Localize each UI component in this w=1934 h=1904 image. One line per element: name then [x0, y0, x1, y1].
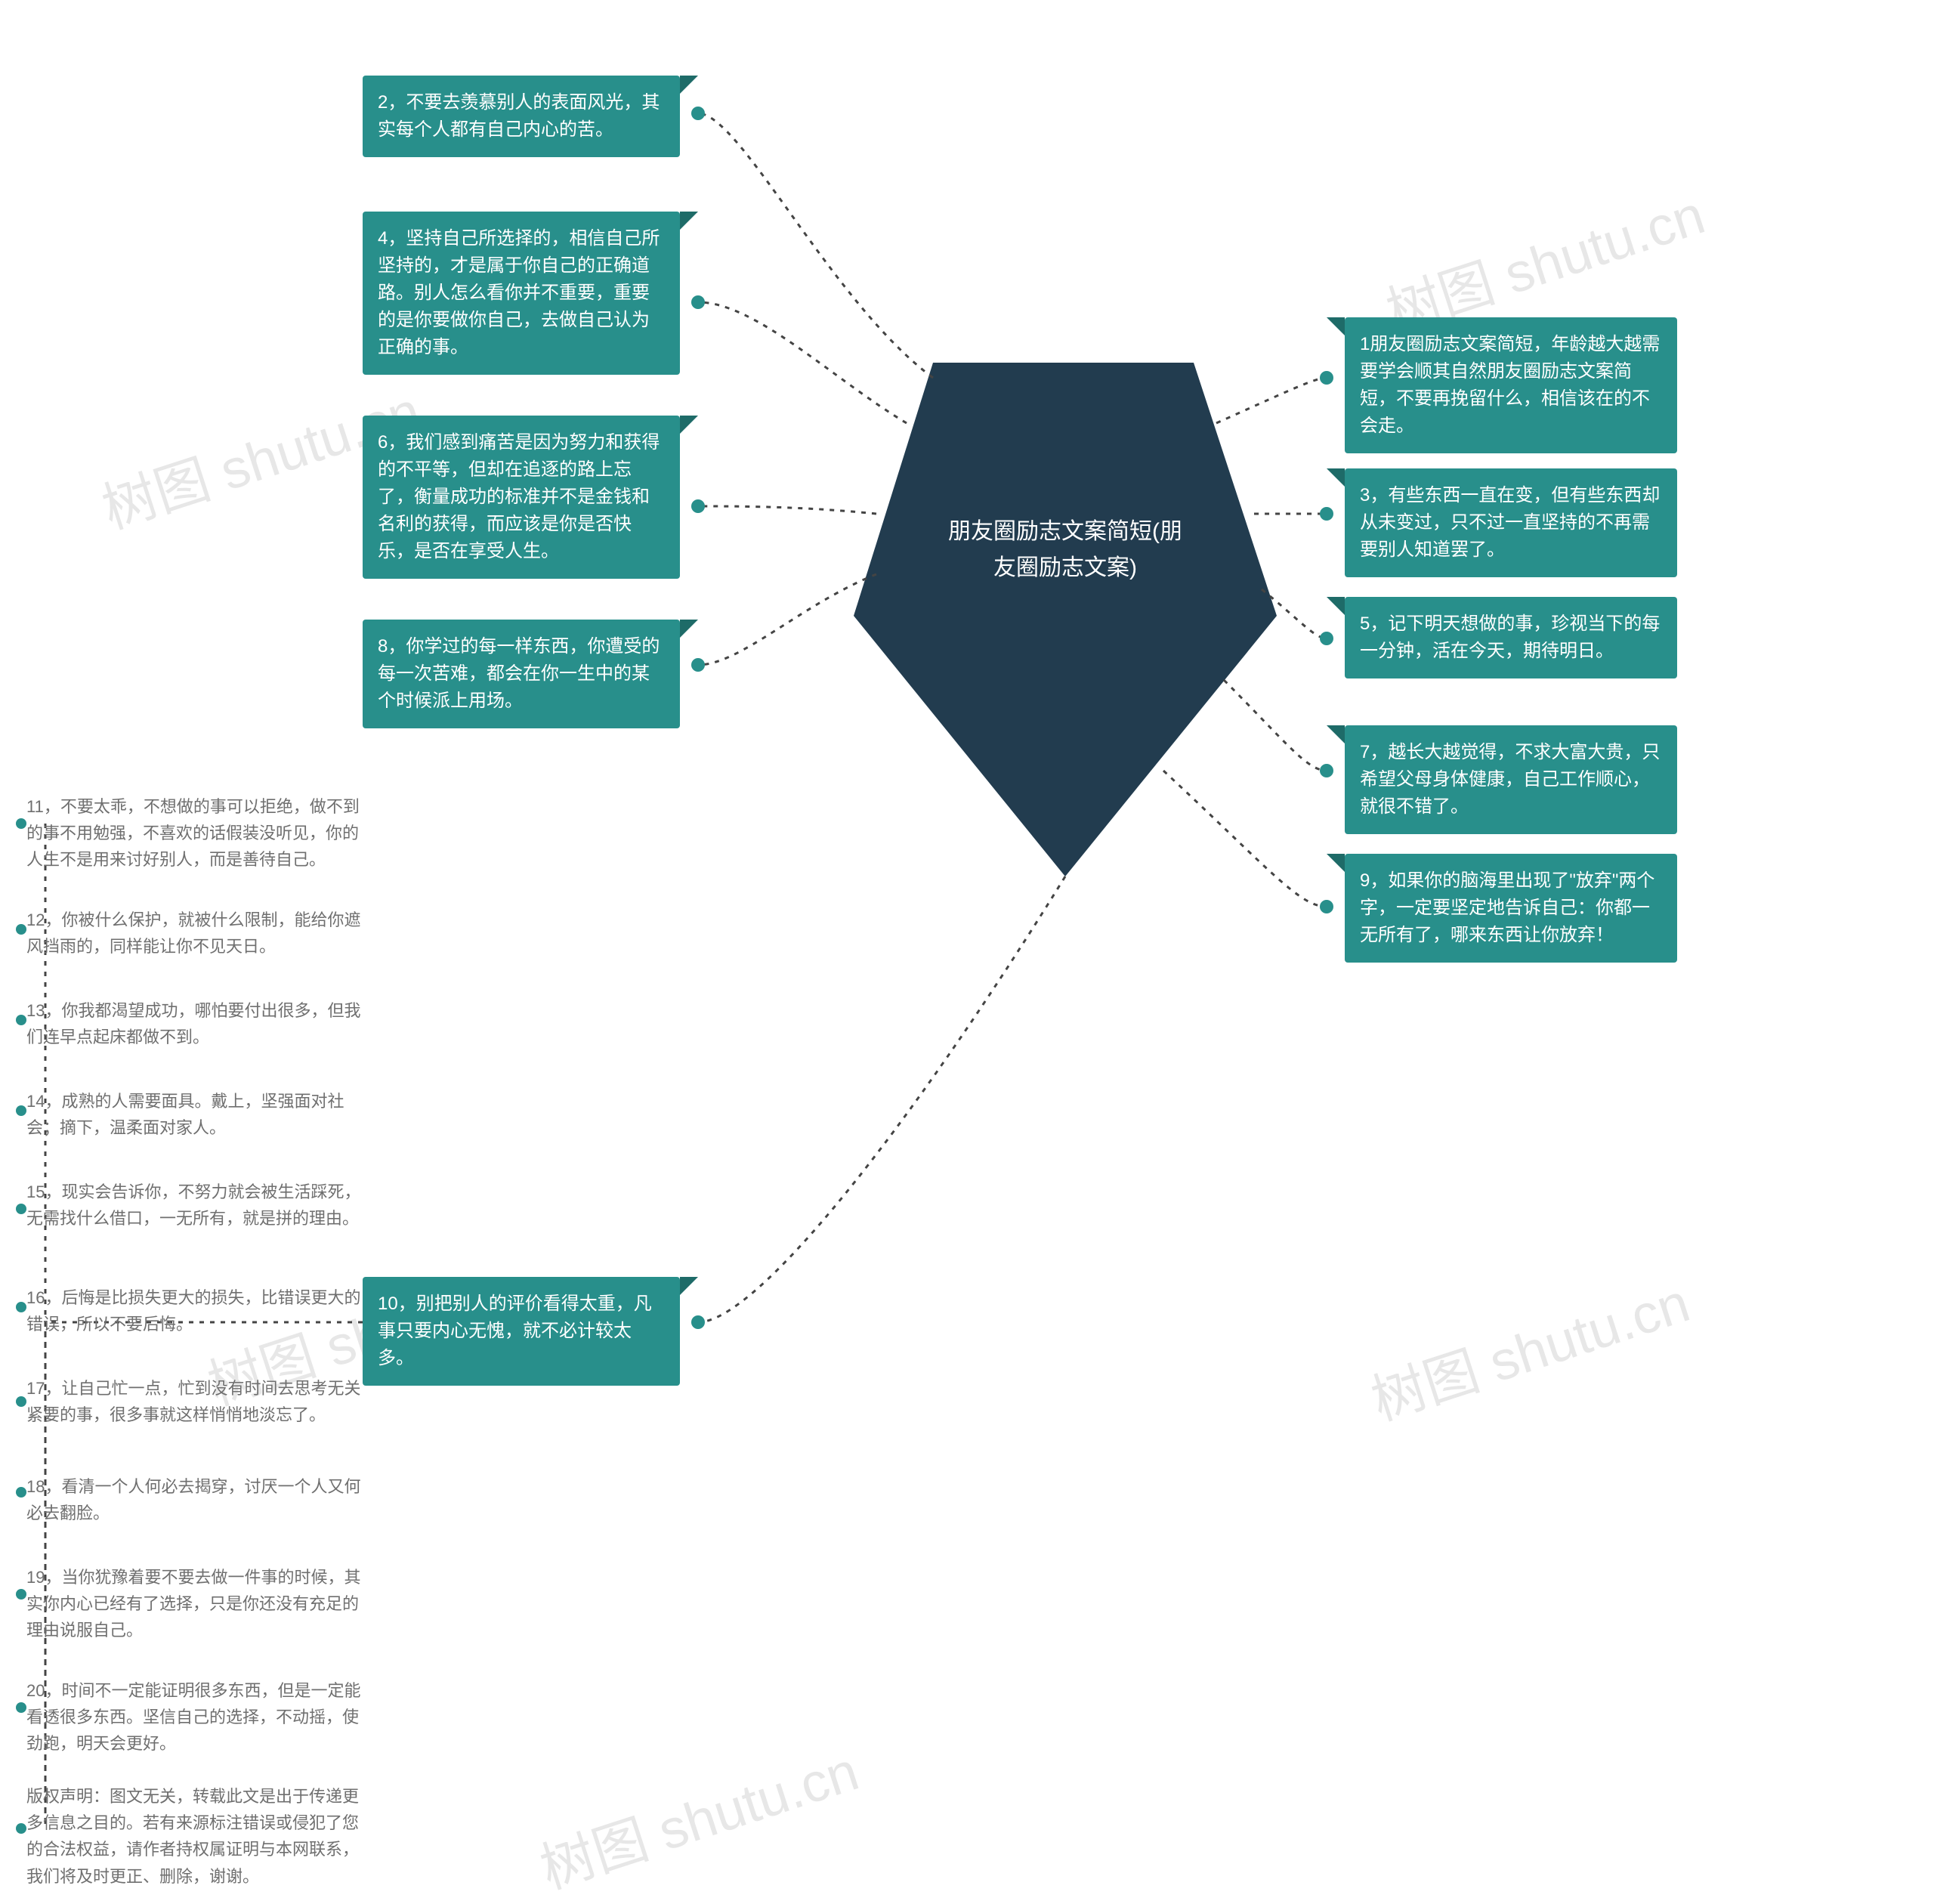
edge	[698, 574, 876, 665]
edge-dot	[16, 1105, 26, 1116]
node-1[interactable]: 1朋友圈励志文案简短，年龄越大越需要学会顺其自然朋友圈励志文案简短，不要再挽留什…	[1345, 317, 1677, 453]
edge	[1163, 771, 1327, 907]
node-11[interactable]: 11，不要太乖，不想做的事可以拒绝，做不到的事不用勉强，不喜欢的话假装没听见，你…	[26, 793, 374, 873]
edge-dot	[1320, 900, 1333, 913]
edge	[698, 876, 1065, 1322]
node-12[interactable]: 12，你被什么保护，就被什么限制，能给你遮风挡雨的，同样能让你不见天日。	[26, 907, 374, 960]
center-shape	[854, 363, 1277, 876]
node-5[interactable]: 5，记下明天想做的事，珍视当下的每一分钟，活在今天，期待明日。	[1345, 597, 1677, 678]
edge	[1262, 589, 1327, 638]
edge-dot	[16, 1204, 26, 1214]
edge-dot	[16, 1302, 26, 1312]
edge	[1224, 680, 1327, 771]
edge-dot	[1320, 507, 1333, 521]
node-20[interactable]: 20，时间不一定能证明很多东西，但是一定能看透很多东西。坚信自己的选择，不动摇，…	[26, 1677, 374, 1757]
edge-dot	[691, 658, 705, 672]
node-7[interactable]: 7，越长大越觉得，不求大富大贵，只希望父母身体健康，自己工作顺心，就很不错了。	[1345, 725, 1677, 834]
node-2[interactable]: 2，不要去羡慕别人的表面风光，其实每个人都有自己内心的苦。	[363, 76, 680, 157]
edge-dot	[16, 924, 26, 935]
edge-dot	[1320, 764, 1333, 777]
edge-dot	[16, 1589, 26, 1600]
node-19[interactable]: 19，当你犹豫着要不要去做一件事的时候，其实你内心已经有了选择，只是你还没有充足…	[26, 1564, 374, 1644]
mindmap-canvas: 树图 shutu.cn 树图 shutu.cn 树图 shutu.cn 树图 s…	[0, 0, 1934, 1886]
edge-dot	[16, 1702, 26, 1713]
node-16[interactable]: 16，后悔是比损失更大的损失，比错误更大的错误，所以不要后悔。	[26, 1284, 374, 1337]
edge-dot	[16, 1396, 26, 1407]
node-10[interactable]: 10，别把别人的评价看得太重，凡事只要内心无愧，就不必计较太多。	[363, 1277, 680, 1386]
node-4[interactable]: 4，坚持自己所选择的，相信自己所坚持的，才是属于你自己的正确道路。别人怎么看你并…	[363, 212, 680, 375]
edge	[698, 113, 933, 378]
node-17[interactable]: 17，让自己忙一点，忙到没有时间去思考无关紧要的事，很多事就这样悄悄地淡忘了。	[26, 1375, 374, 1428]
edge-dot	[691, 499, 705, 513]
edge	[1216, 378, 1327, 423]
node-13[interactable]: 13，你我都渴望成功，哪怕要付出很多，但我们连早点起床都做不到。	[26, 997, 374, 1050]
node-3[interactable]: 3，有些东西一直在变，但有些东西却从未变过，只不过一直坚持的不再需要别人知道罢了…	[1345, 468, 1677, 577]
node-8[interactable]: 8，你学过的每一样东西，你遭受的每一次苦难，都会在你一生中的某个时候派上用场。	[363, 620, 680, 728]
edge-dot	[16, 1015, 26, 1025]
node-6[interactable]: 6，我们感到痛苦是因为努力和获得的不平等，但却在追逐的路上忘了，衡量成功的标准并…	[363, 416, 680, 579]
node-18[interactable]: 18，看清一个人何必去揭穿，讨厌一个人又何必去翻脸。	[26, 1473, 374, 1526]
edge-dot	[16, 818, 26, 829]
edge	[698, 302, 907, 423]
edge-dot	[691, 295, 705, 309]
node-15[interactable]: 15，现实会告诉你，不努力就会被生活踩死，无需找什么借口，一无所有，就是拼的理由…	[26, 1179, 374, 1232]
edge-dot	[16, 1487, 26, 1498]
center-node-label: 朋友圈励志文案简短(朋友圈励志文案)	[944, 514, 1186, 586]
edge-dot	[1320, 371, 1333, 385]
edge-dot	[691, 1315, 705, 1329]
edge-dot	[691, 107, 705, 120]
edge-dot	[16, 1823, 26, 1834]
node-9[interactable]: 9，如果你的脑海里出现了"放弃"两个字，一定要坚定地告诉自己：你都一无所有了，哪…	[1345, 854, 1677, 963]
watermark: 树图 shutu.cn	[1360, 1258, 1698, 1436]
watermark: 树图 shutu.cn	[529, 1726, 867, 1904]
edge-dot	[1320, 632, 1333, 645]
node-copyright: 版权声明：图文无关，转载此文是出于传递更多信息之目的。若有来源标注错误或侵犯了您…	[26, 1783, 374, 1890]
node-14[interactable]: 14，成熟的人需要面具。戴上，坚强面对社会；摘下，温柔面对家人。	[26, 1088, 374, 1141]
edge	[698, 506, 876, 514]
